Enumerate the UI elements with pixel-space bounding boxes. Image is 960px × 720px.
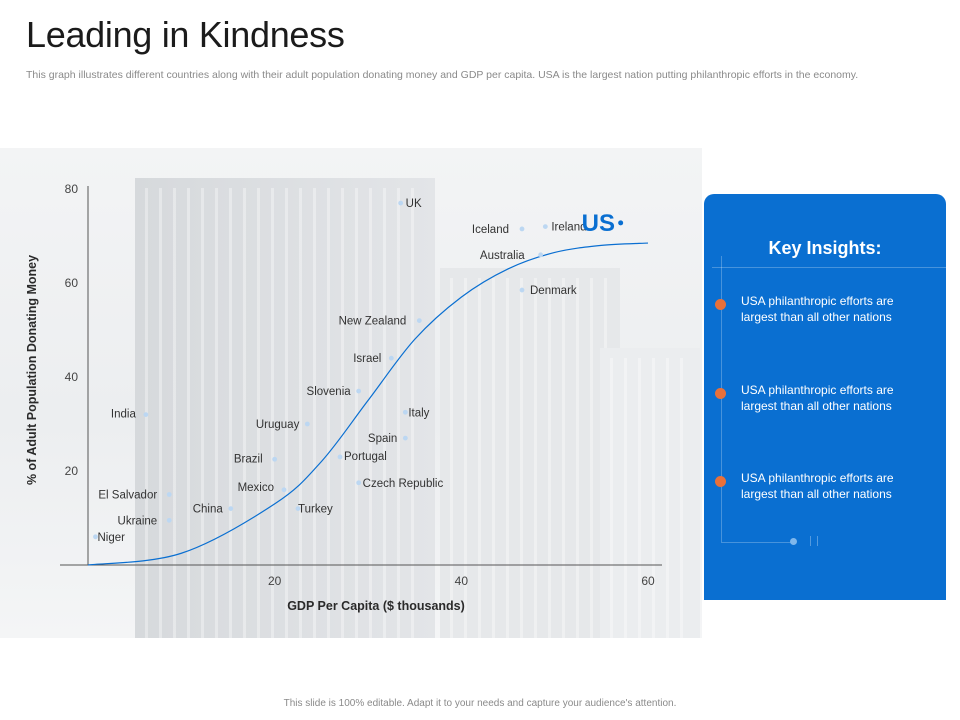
y-tick-label: 20 — [65, 464, 79, 478]
timeline-line — [721, 542, 793, 543]
data-label: Uruguay — [256, 419, 300, 431]
data-point — [272, 456, 278, 462]
divider-line — [712, 267, 946, 268]
y-tick-label: 40 — [65, 370, 79, 384]
data-label: Ukraine — [118, 515, 158, 527]
footer-note: This slide is 100% editable. Adapt it to… — [283, 698, 677, 709]
data-label: Ireland — [551, 222, 586, 234]
trend-curve — [87, 242, 649, 566]
data-label: Mexico — [238, 482, 274, 494]
timeline-end-bars — [810, 536, 818, 546]
data-point — [93, 534, 98, 540]
data-label: Spain — [368, 433, 397, 445]
data-label: Denmark — [530, 285, 577, 297]
y-tick-label: 60 — [65, 276, 79, 290]
data-label: New Zealand — [339, 316, 407, 328]
data-label: Iceland — [472, 224, 509, 236]
data-point — [388, 355, 394, 361]
chart-background-image — [0, 148, 702, 638]
timeline-line — [721, 256, 722, 542]
insights-title: Key Insights: — [768, 238, 882, 258]
x-tick-label: 60 — [641, 574, 655, 588]
insight-item: USA philanthropic efforts are largest th… — [704, 470, 946, 510]
x-axis-title: GDP Per Capita ($ thousands) — [287, 599, 465, 613]
data-label: India — [111, 409, 137, 421]
y-tick-label: 80 — [65, 182, 79, 196]
insight-text: USA philanthropic efforts are largest th… — [741, 383, 894, 413]
data-label: Niger — [97, 532, 125, 544]
scatter-chart: 20 40 60 80 20 40 60 GDP Per Capita ($ thousand… — [25, 182, 662, 613]
data-label: Portugal — [344, 451, 387, 463]
bullet-icon — [715, 476, 726, 487]
timeline-end-dot — [790, 538, 797, 545]
key-insights-panel: Key Insights: USA philanthropic efforts … — [704, 194, 946, 600]
page-title: Leading in Kindness — [26, 14, 345, 55]
data-point — [295, 506, 301, 511]
data-point — [519, 226, 525, 232]
insight-text: USA philanthropic efforts are largest th… — [741, 471, 894, 501]
x-tick-label: 40 — [455, 574, 469, 588]
building-shape — [440, 268, 620, 638]
data-label: Australia — [480, 250, 525, 262]
data-point — [356, 480, 362, 486]
building-shape — [600, 348, 700, 638]
data-point — [402, 435, 408, 441]
insight-item: USA philanthropic efforts are largest th… — [704, 293, 946, 333]
insight-item: USA philanthropic efforts are largest th… — [704, 382, 946, 422]
data-point — [143, 412, 149, 417]
bullet-icon — [715, 388, 726, 399]
data-point — [356, 388, 362, 394]
data-point — [304, 421, 310, 427]
data-point — [398, 200, 404, 206]
data-point — [166, 492, 172, 497]
data-point — [538, 252, 544, 258]
y-axis-title: % of Adult Population Donating Money — [25, 255, 39, 485]
data-point — [416, 318, 422, 323]
data-point — [281, 487, 287, 493]
data-point — [337, 454, 343, 460]
data-label: China — [193, 504, 224, 516]
data-label: Israel — [353, 353, 381, 365]
data-point — [542, 224, 548, 229]
building-shape — [135, 178, 435, 638]
data-point — [228, 506, 234, 511]
bullet-icon — [715, 299, 726, 310]
data-label-us: US — [582, 210, 615, 237]
data-label: Slovenia — [307, 386, 352, 398]
data-point — [166, 517, 172, 523]
data-label: Italy — [408, 407, 429, 419]
data-point — [402, 409, 408, 415]
data-label: Czech Republic — [363, 478, 444, 490]
data-point-us — [618, 220, 624, 226]
page-subtitle: This graph illustrates different countri… — [26, 69, 859, 81]
data-label: UK — [406, 198, 422, 210]
insight-text: USA philanthropic efforts are largest th… — [741, 294, 894, 324]
data-label: El Salvador — [98, 490, 157, 502]
data-label: Turkey — [298, 504, 333, 516]
data-label: Brazil — [234, 453, 263, 465]
x-tick-label: 20 — [268, 574, 282, 588]
data-point — [519, 287, 525, 293]
